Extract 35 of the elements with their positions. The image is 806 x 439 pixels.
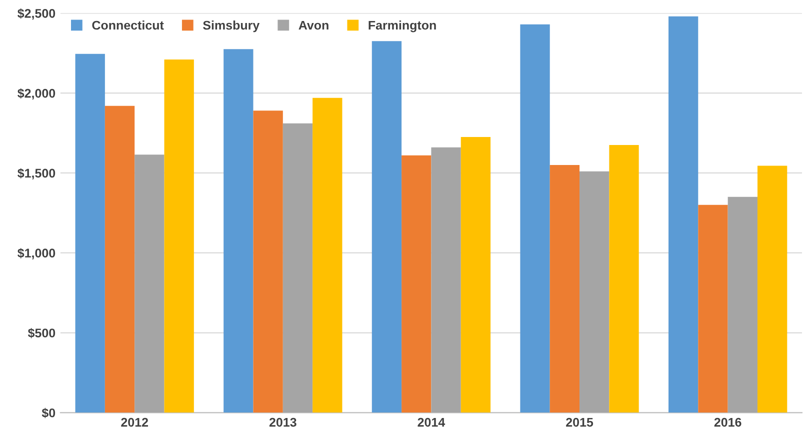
bar	[520, 24, 550, 413]
bar	[75, 54, 105, 413]
y-tick-label: $500	[28, 328, 56, 338]
y-tick-label: $1,500	[18, 168, 56, 180]
legend-label: Farmington	[368, 20, 436, 32]
bar	[282, 123, 313, 413]
bar	[312, 98, 342, 413]
bar	[372, 41, 402, 413]
bar	[698, 204, 728, 413]
bar	[431, 147, 461, 413]
x-tick-label: 2014	[418, 418, 446, 427]
bar	[757, 166, 788, 413]
x-tick-label: 2016	[714, 418, 742, 427]
legend-label: Connecticut	[92, 20, 164, 30]
x-tick-label: 2015	[566, 418, 594, 427]
bar	[253, 110, 283, 413]
bar	[550, 164, 580, 413]
bar	[580, 171, 610, 413]
legend-label: Simsbury	[203, 20, 260, 32]
bar	[609, 145, 639, 413]
bar	[224, 49, 254, 413]
legend-label: Avon	[298, 20, 328, 30]
x-tick-label: 2012	[121, 418, 148, 427]
bar	[104, 106, 135, 413]
bar	[402, 155, 432, 413]
bar	[460, 137, 491, 413]
y-tick-label: $2,000	[18, 88, 56, 100]
y-tick-label: $1,000	[18, 248, 56, 260]
x-tick-label: 2013	[269, 418, 296, 427]
bar	[728, 196, 758, 413]
bar	[164, 60, 194, 413]
bar	[668, 16, 698, 413]
y-tick-label: $2,500	[18, 8, 56, 20]
y-tick-label: $0	[42, 408, 56, 418]
bar	[134, 154, 164, 413]
